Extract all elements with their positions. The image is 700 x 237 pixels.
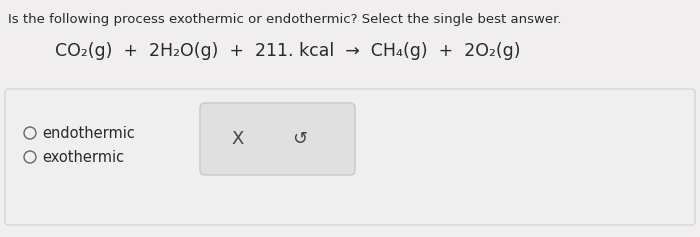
Text: Is the following process exothermic or endothermic? Select the single best answe: Is the following process exothermic or e…: [8, 13, 561, 26]
Text: X: X: [232, 130, 244, 148]
Text: CO₂(g)  +  2H₂O(g)  +  211. kcal  →  CH₄(g)  +  2O₂(g): CO₂(g) + 2H₂O(g) + 211. kcal → CH₄(g) + …: [55, 42, 521, 60]
Text: ↺: ↺: [293, 130, 307, 148]
FancyBboxPatch shape: [5, 89, 695, 225]
FancyBboxPatch shape: [200, 103, 355, 175]
Text: endothermic: endothermic: [42, 126, 135, 141]
Text: exothermic: exothermic: [42, 150, 124, 164]
